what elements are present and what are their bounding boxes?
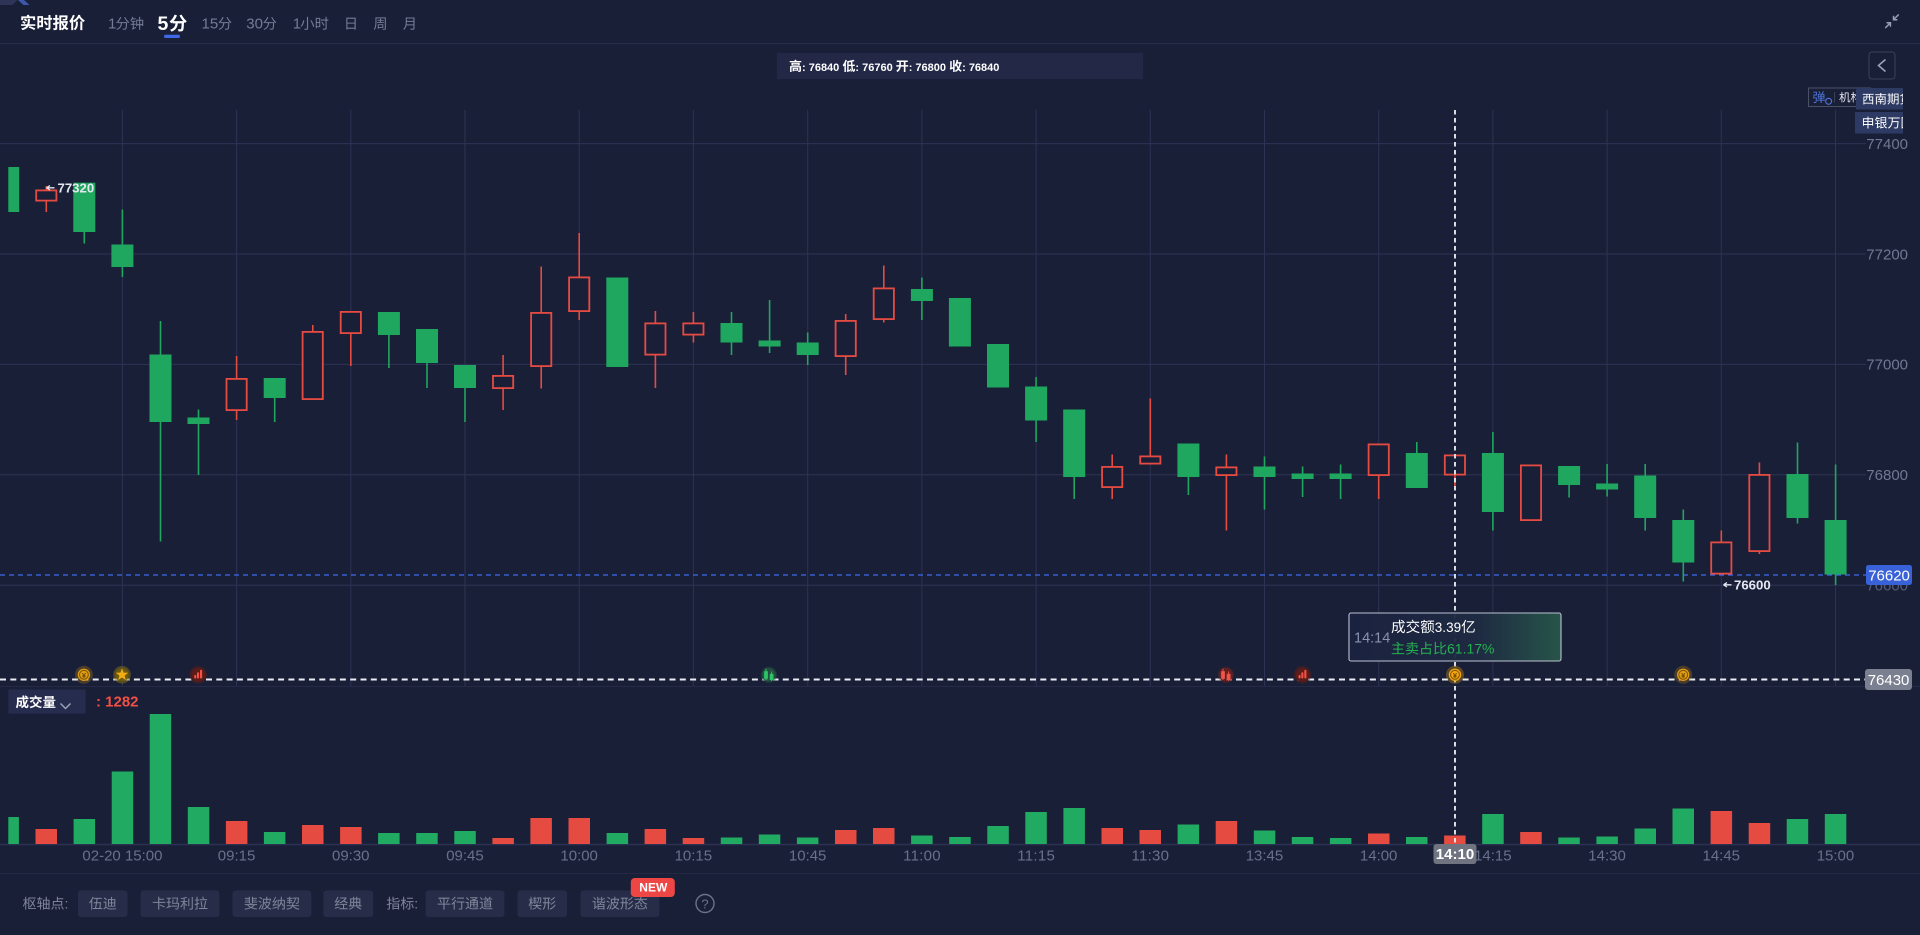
svg-text:14:15: 14:15 (1474, 848, 1512, 865)
svg-text:61.17%: 61.17% (1447, 641, 1495, 657)
svg-text:14:14: 14:14 (1354, 631, 1390, 647)
svg-text:NEW: NEW (639, 881, 668, 895)
svg-text:76620: 76620 (1868, 568, 1910, 585)
svg-text:11:15: 11:15 (1017, 848, 1055, 865)
svg-text:11:30: 11:30 (1132, 848, 1170, 865)
svg-text:15: 15 (202, 16, 219, 33)
svg-text:09:45: 09:45 (446, 848, 484, 865)
svg-text:77000: 77000 (1866, 357, 1908, 374)
svg-text:10:15: 10:15 (675, 848, 713, 865)
svg-text::: : (414, 896, 418, 912)
svg-text:14:30: 14:30 (1588, 848, 1626, 865)
svg-text:77400: 77400 (1866, 136, 1908, 153)
svg-text:1: 1 (108, 16, 116, 33)
svg-text:09:30: 09:30 (332, 848, 370, 865)
svg-text:77320: 77320 (58, 180, 95, 195)
svg-text::: : (65, 896, 69, 912)
svg-text:10:00: 10:00 (560, 848, 598, 865)
svg-text:02-20 15:00: 02-20 15:00 (82, 848, 162, 865)
svg-text:76600: 76600 (1734, 577, 1771, 592)
svg-text:¥: ¥ (82, 671, 87, 680)
svg-text:76800: 76800 (1866, 467, 1908, 484)
svg-text:?: ? (701, 897, 708, 912)
svg-text:09:15: 09:15 (218, 848, 256, 865)
svg-text:30: 30 (246, 16, 263, 33)
svg-text:: 1282: : 1282 (96, 694, 139, 711)
svg-text:15:00: 15:00 (1817, 848, 1855, 865)
svg-text:: 76800: : 76800 (909, 62, 946, 74)
svg-text:¥: ¥ (1453, 671, 1458, 680)
svg-text:3.39: 3.39 (1435, 620, 1461, 635)
svg-text:14:45: 14:45 (1703, 848, 1741, 865)
svg-text:5: 5 (158, 13, 169, 35)
svg-text:¥: ¥ (1681, 671, 1686, 680)
svg-text:: 76840: : 76840 (962, 62, 999, 74)
svg-text:: 76840: : 76840 (802, 62, 839, 74)
svg-text:10:45: 10:45 (789, 848, 827, 865)
svg-text:13:45: 13:45 (1246, 848, 1284, 865)
svg-text:76430: 76430 (1868, 672, 1910, 689)
svg-text:14:10: 14:10 (1436, 846, 1474, 863)
svg-text:1: 1 (293, 16, 301, 33)
svg-text:11:00: 11:00 (903, 848, 941, 865)
svg-text:14:00: 14:00 (1360, 848, 1398, 865)
svg-text:: 76760: : 76760 (855, 62, 892, 74)
svg-text:77200: 77200 (1866, 246, 1908, 263)
